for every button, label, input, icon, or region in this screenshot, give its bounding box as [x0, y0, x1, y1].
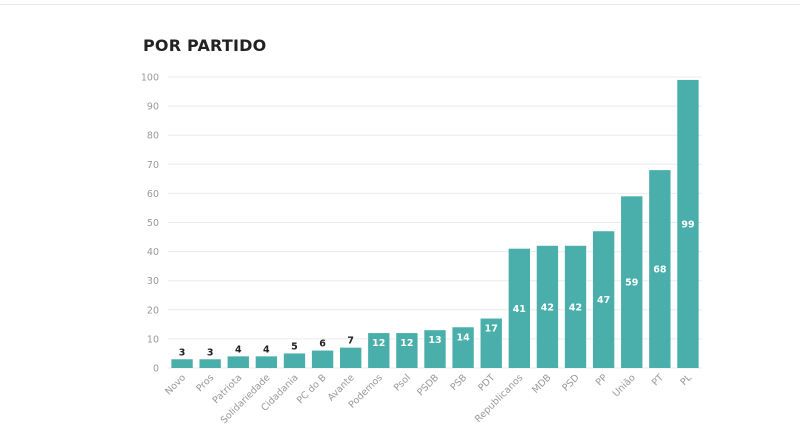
x-tick-label: PT	[650, 372, 666, 388]
y-tick-label: 70	[147, 160, 159, 171]
x-tick-label: PC do B	[295, 372, 329, 406]
bar-republicanos	[508, 248, 530, 368]
x-tick-label: Solidariedade	[219, 372, 273, 426]
bar-avante	[340, 347, 362, 368]
y-tick-label: 30	[147, 276, 159, 287]
bar-value-label: 47	[597, 295, 610, 306]
bar-value-label: 4	[235, 344, 242, 355]
y-tick-label: 0	[153, 364, 159, 375]
bar-value-label: 17	[485, 324, 498, 335]
bar-value-label: 4	[263, 344, 270, 355]
bar-pdt	[480, 318, 502, 368]
x-tick-label: PL	[678, 372, 694, 388]
y-tick-label: 40	[147, 247, 159, 258]
bar-patriota	[227, 356, 249, 368]
bar-value-label: 13	[428, 335, 441, 346]
bar-value-label: 6	[319, 339, 326, 350]
y-tick-label: 20	[147, 305, 159, 316]
bar-mdb	[536, 245, 559, 368]
y-tick-label: 50	[147, 218, 159, 229]
bar-pros	[199, 359, 221, 368]
bar-cidadania	[283, 353, 306, 368]
bar-value-label: 12	[372, 338, 385, 349]
x-tick-label: PSB	[449, 372, 470, 393]
y-tick-label: 10	[147, 334, 159, 345]
bar-pc-do-b	[311, 350, 334, 368]
y-tick-label: 90	[147, 102, 159, 113]
bar-value-label: 68	[653, 265, 667, 276]
x-tick-label: PP	[594, 372, 610, 388]
y-tick-label: 100	[141, 73, 159, 84]
bar-value-label: 42	[569, 302, 582, 313]
bar-value-label: 14	[456, 332, 470, 343]
top-divider	[0, 4, 800, 5]
bar-value-label: 99	[681, 219, 694, 230]
bar-psdb	[424, 330, 446, 368]
bar-solidariedade	[255, 356, 278, 368]
x-tick-label: União	[611, 372, 638, 399]
bar-novo	[171, 359, 193, 368]
bar-value-label: 5	[291, 341, 298, 352]
bar-pl	[677, 79, 699, 368]
bar-value-label: 12	[400, 338, 413, 349]
bar-value-label: 3	[179, 347, 186, 358]
bar-value-label: 41	[513, 304, 526, 315]
bar-value-label: 59	[625, 278, 638, 289]
x-tick-label: PDT	[476, 372, 497, 393]
x-tick-label: PSDB	[415, 372, 441, 398]
y-tick-label: 80	[147, 131, 159, 142]
bar-value-label: 7	[347, 336, 354, 347]
bar-podemos	[368, 333, 390, 368]
bar-pp	[592, 231, 615, 368]
bar-value-label: 3	[207, 347, 214, 358]
bar-psol	[396, 333, 418, 368]
x-tick-label: PSD	[560, 372, 581, 393]
bar-união	[621, 196, 643, 368]
x-tick-label: Psol	[392, 372, 413, 393]
x-tick-label: Pros	[194, 372, 216, 394]
chart-title: POR PARTIDO	[143, 36, 267, 55]
bar-psd	[564, 245, 587, 368]
y-tick-label: 60	[147, 189, 159, 200]
x-tick-label: Novo	[163, 372, 188, 397]
x-tick-label: MDB	[530, 372, 553, 395]
bar-psb	[452, 327, 474, 368]
bar-value-label: 42	[541, 302, 554, 313]
bar-pt	[649, 170, 671, 368]
